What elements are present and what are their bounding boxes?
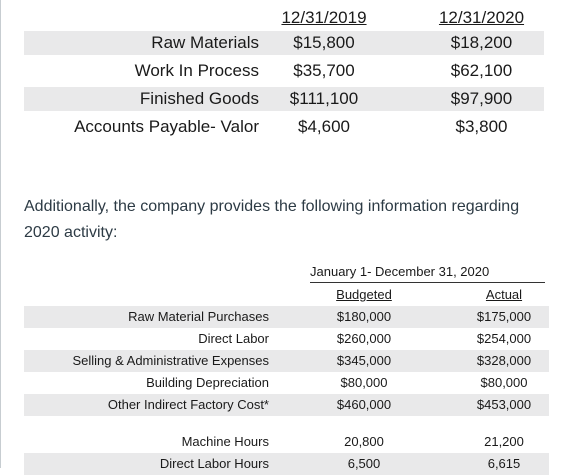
row-label: Finished Goods — [139, 89, 259, 108]
value-2019: $15,800 — [293, 33, 355, 52]
value-2019: $4,600 — [298, 117, 350, 136]
table-row: Raw Material Purchases $180,000 $175,000 — [24, 306, 549, 328]
value-2020: $3,800 — [455, 117, 508, 136]
budgeted-value: $80,000 — [340, 375, 388, 390]
value-2020: $18,200 — [450, 33, 513, 52]
actual-value: $175,000 — [476, 309, 532, 324]
budgeted-value: $460,000 — [336, 397, 392, 412]
value-2019: $35,700 — [293, 61, 355, 80]
value-2020: $62,100 — [450, 61, 513, 80]
period-heading: January 1- December 31, 2020 — [310, 264, 490, 279]
budgeted-value: 6,500 — [347, 456, 381, 471]
row-label: Direct Labor Hours — [159, 456, 269, 471]
row-label: Raw Materials — [151, 33, 259, 52]
actual-value: $254,000 — [476, 331, 532, 346]
table-row: Direct Labor $260,000 $254,000 — [24, 328, 549, 350]
inventory-header-row: 12/31/2019 12/31/2020 — [24, 6, 544, 30]
actual-value: $80,000 — [480, 375, 528, 390]
header-budgeted: Budgeted — [336, 287, 392, 302]
header-2020: 12/31/2020 — [438, 8, 525, 27]
row-label: Building Depreciation — [146, 375, 269, 390]
info-paragraph: Additionally, the company provides the f… — [24, 194, 583, 246]
paragraph-line: Additionally, the company provides the f… — [24, 198, 520, 215]
actual-value: 21,200 — [484, 434, 524, 449]
budgeted-value: $180,000 — [336, 309, 392, 324]
period-underline — [310, 282, 545, 283]
value-2020: $97,900 — [450, 89, 513, 108]
paragraph-line: 2020 activity: — [24, 224, 118, 241]
activity-header-row: Budgeted Actual — [24, 284, 549, 306]
budgeted-value: $260,000 — [336, 331, 392, 346]
row-label: Selling & Administrative Expenses — [72, 353, 269, 368]
table-row: Work In Process $35,700 $62,100 — [24, 59, 544, 83]
table-row: Machine Hours 20,800 21,200 — [24, 431, 549, 453]
row-label: Accounts Payable- Valor — [74, 117, 259, 136]
table-row: Raw Materials $15,800 $18,200 — [24, 31, 544, 55]
row-label: Raw Material Purchases — [128, 309, 269, 324]
table-row: Direct Labor Hours 6,500 6,615 — [24, 453, 549, 475]
table-row: Selling & Administrative Expenses $345,0… — [24, 350, 549, 372]
row-label: Machine Hours — [181, 434, 269, 449]
row-label: Work In Process — [134, 61, 259, 80]
actual-value: $453,000 — [476, 397, 532, 412]
content-border — [0, 0, 1, 468]
budgeted-value: $345,000 — [336, 353, 392, 368]
actual-value: 6,615 — [487, 456, 521, 471]
header-2019: 12/31/2019 — [281, 8, 367, 27]
table-row: Finished Goods $111,100 $97,900 — [24, 87, 544, 111]
table-row: Accounts Payable- Valor $4,600 $3,800 — [24, 115, 544, 139]
header-actual: Actual — [485, 287, 523, 302]
budgeted-value: 20,800 — [344, 434, 384, 449]
value-2019: $111,100 — [289, 89, 359, 108]
table-row: Other Indirect Factory Cost* $460,000 $4… — [24, 394, 549, 416]
row-label: Direct Labor — [198, 331, 269, 346]
actual-value: $328,000 — [476, 353, 532, 368]
row-label: Other Indirect Factory Cost* — [107, 397, 269, 412]
table-row: Building Depreciation $80,000 $80,000 — [24, 372, 549, 394]
